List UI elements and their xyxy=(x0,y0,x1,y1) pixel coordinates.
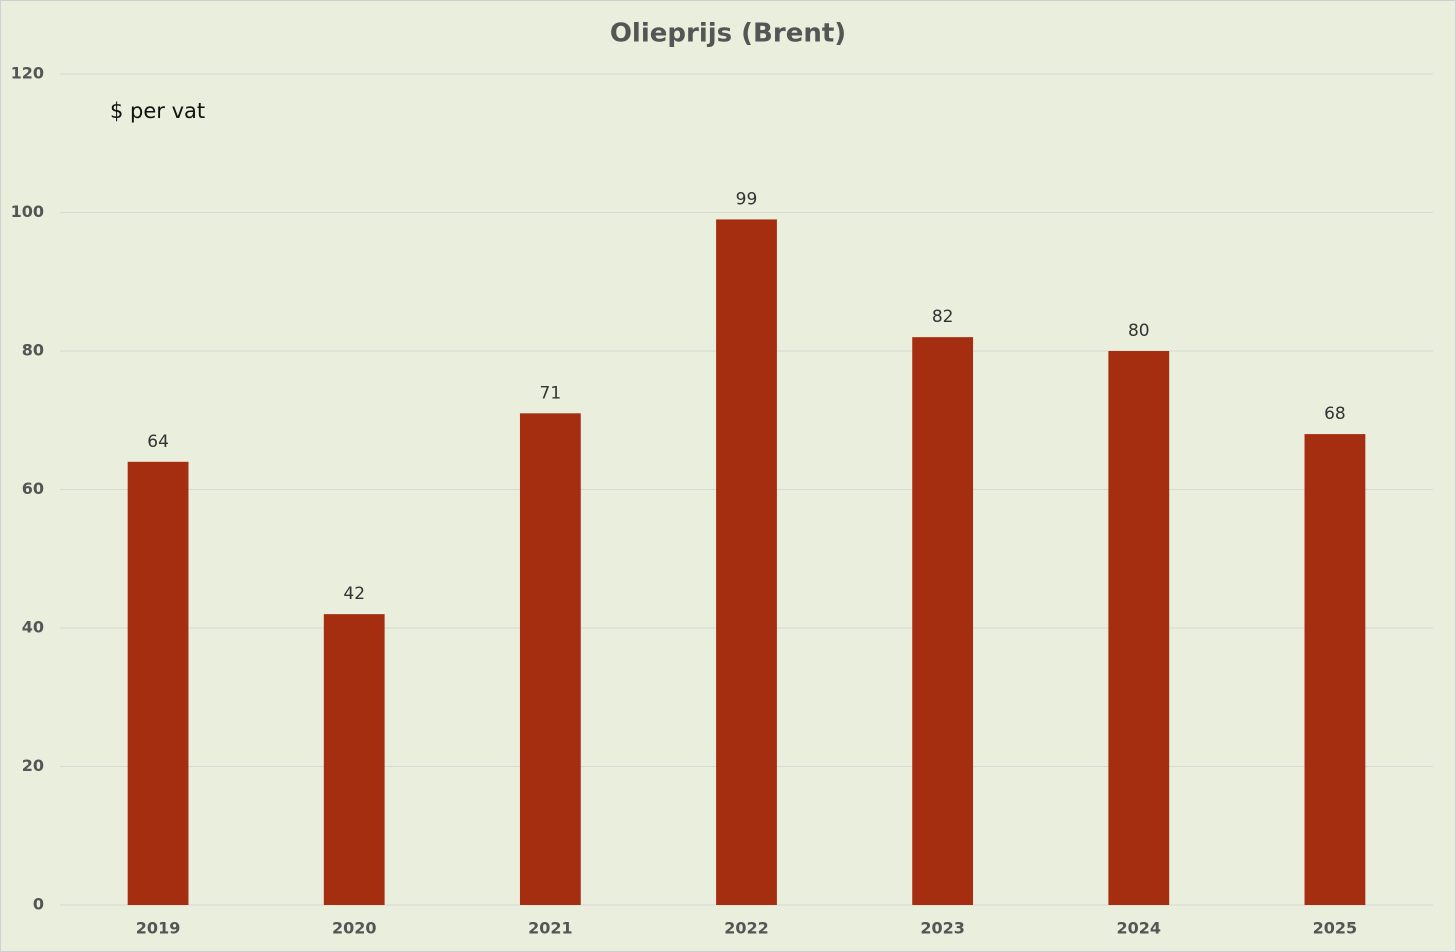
chart-title: Olieprijs (Brent) xyxy=(610,19,846,49)
data-label: 99 xyxy=(736,189,758,209)
x-tick-label: 2020 xyxy=(332,919,377,938)
y-tick-label: 60 xyxy=(22,479,44,498)
data-label: 64 xyxy=(147,432,169,452)
x-tick-label: 2019 xyxy=(136,919,181,938)
x-tick-label: 2022 xyxy=(724,919,769,938)
annotation: $ per vat xyxy=(110,99,205,123)
bar xyxy=(323,614,385,905)
y-tick-label: 100 xyxy=(11,202,44,221)
y-tick-label: 120 xyxy=(11,64,44,83)
bar xyxy=(716,219,777,906)
bar xyxy=(519,413,581,905)
data-label: 71 xyxy=(540,383,562,403)
y-tick-label: 40 xyxy=(22,618,44,637)
bar xyxy=(912,337,974,905)
x-tick-label: 2023 xyxy=(920,919,965,938)
data-label: 80 xyxy=(1128,321,1150,341)
bar xyxy=(127,461,189,905)
x-tick-label: 2024 xyxy=(1117,919,1162,938)
bar xyxy=(1304,434,1366,905)
y-tick-label: 20 xyxy=(22,756,44,775)
data-label: 68 xyxy=(1324,404,1346,424)
x-tick-label: 2025 xyxy=(1313,919,1358,938)
bar xyxy=(1108,351,1170,905)
data-label: 82 xyxy=(932,307,954,327)
data-label: 42 xyxy=(343,584,365,604)
y-tick-label: 0 xyxy=(33,895,44,914)
x-tick-label: 2021 xyxy=(528,919,573,938)
y-tick-label: 80 xyxy=(22,341,44,360)
